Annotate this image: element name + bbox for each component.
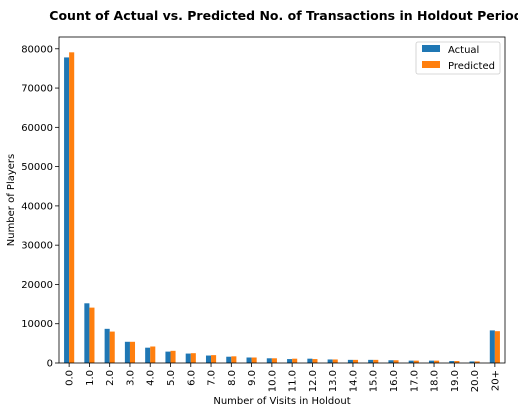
y-tick-label: 0	[47, 359, 53, 370]
legend-label-actual: Actual	[448, 45, 479, 56]
bar-predicted-20-	[494, 331, 500, 363]
legend-swatch-predicted	[422, 61, 440, 68]
y-tick-label: 80000	[21, 44, 53, 55]
bar-actual-3-0	[124, 341, 130, 363]
bar-actual-5-0	[165, 351, 171, 363]
bar-predicted-8-0	[231, 356, 237, 363]
y-tick-label: 30000	[21, 241, 53, 252]
legend: Actual Predicted	[415, 41, 501, 75]
bar-predicted-7-0	[211, 355, 217, 363]
y-tick-label: 50000	[21, 162, 53, 173]
bar-actual-16-0	[388, 360, 394, 363]
bar-actual-0-0	[64, 57, 70, 364]
y-tick-label: 20000	[21, 280, 53, 291]
bar-actual-18-0	[428, 360, 435, 363]
x-tick-label: 6.0	[186, 370, 197, 386]
bar-actual-12-0	[307, 358, 313, 363]
bar-predicted-0-0	[69, 52, 75, 363]
bar-predicted-11-0	[292, 358, 298, 363]
legend-label-predicted: Predicted	[448, 61, 495, 72]
bar-predicted-5-0	[170, 350, 176, 363]
y-tick-label: 70000	[21, 84, 53, 95]
x-tick-label: 20.0	[470, 370, 481, 392]
bar-predicted-15-0	[373, 359, 379, 363]
bar-predicted-10-0	[271, 358, 277, 363]
bar-predicted-1-0	[89, 307, 95, 363]
x-tick-label: 1.0	[85, 370, 96, 386]
x-tick-label: 14.0	[348, 370, 359, 392]
x-tick-label: 3.0	[125, 370, 136, 386]
x-axis: 0.0 1.0 2.0 3.0 4.0 5.0 6.0 7.0 8.0 9.0 10.0 11.0 12…	[65, 363, 501, 392]
bar-predicted-16-0	[393, 360, 399, 363]
bar-actual-17-0	[408, 360, 414, 363]
x-tick-label: 4.0	[146, 370, 157, 386]
bar-actual-20-0	[469, 361, 475, 363]
x-tick-label: 5.0	[166, 370, 177, 386]
y-axis-label: Number of Players	[6, 154, 17, 247]
y-tick-label: 10000	[21, 319, 53, 330]
x-tick-label: 18.0	[430, 370, 441, 392]
x-tick-label: 16.0	[389, 370, 400, 392]
bar-predicted-18-0	[434, 360, 440, 363]
bar-predicted-6-0	[190, 353, 196, 363]
bar-actual-13-0	[327, 359, 333, 363]
bar-predicted-2-0	[109, 331, 115, 363]
bar-predicted-3-0	[129, 341, 136, 363]
x-tick-label: 15.0	[369, 370, 380, 392]
x-tick-label: 20+	[490, 370, 501, 391]
x-tick-label: 17.0	[409, 370, 420, 392]
bar-predicted-17-0	[413, 360, 419, 363]
y-axis: 0 10000 20000 30000 40000 50000 60000 70000 8000…	[21, 44, 59, 370]
bar-predicted-14-0	[352, 359, 359, 363]
x-tick-label: 10.0	[267, 370, 278, 392]
plot-frame	[58, 36, 506, 364]
bars-group	[64, 52, 500, 364]
bar-actual-11-0	[287, 359, 293, 363]
x-tick-label: 2.0	[105, 370, 116, 386]
x-tick-label: 19.0	[450, 370, 461, 392]
bar-predicted-19-0	[454, 361, 460, 363]
y-tick-label: 60000	[21, 123, 53, 134]
x-tick-label: 13.0	[328, 370, 339, 392]
legend-swatch-actual	[422, 45, 440, 52]
bar-actual-14-0	[347, 359, 353, 363]
bar-actual-4-0	[145, 347, 151, 363]
bar-actual-8-0	[226, 356, 232, 363]
bar-actual-15-0	[368, 359, 374, 363]
x-tick-label: 12.0	[308, 370, 319, 392]
bar-actual-2-0	[104, 328, 110, 363]
bar-predicted-9-0	[251, 357, 257, 363]
bar-predicted-4-0	[150, 346, 156, 363]
bar-predicted-13-0	[332, 359, 338, 363]
y-tick-label: 40000	[21, 201, 53, 212]
x-tick-label: 8.0	[227, 370, 238, 386]
bar-predicted-12-0	[312, 359, 318, 363]
bar-actual-1-0	[84, 303, 90, 363]
x-tick-label: 11.0	[288, 370, 299, 392]
bar-actual-7-0	[205, 355, 212, 363]
bar-actual-19-0	[449, 361, 455, 363]
bar-actual-6-0	[185, 353, 191, 363]
bar-actual-20-	[489, 330, 495, 363]
x-tick-label: 9.0	[247, 370, 258, 386]
bar-actual-9-0	[246, 357, 252, 363]
bar-predicted-20-0	[474, 361, 480, 363]
x-tick-label: 7.0	[207, 370, 218, 386]
chart-title: Count of Actual vs. Predicted No. of Tra…	[49, 8, 518, 23]
x-tick-label: 0.0	[65, 370, 76, 386]
x-axis-label: Number of Visits in Holdout	[213, 396, 350, 407]
bar-actual-10-0	[266, 358, 272, 363]
